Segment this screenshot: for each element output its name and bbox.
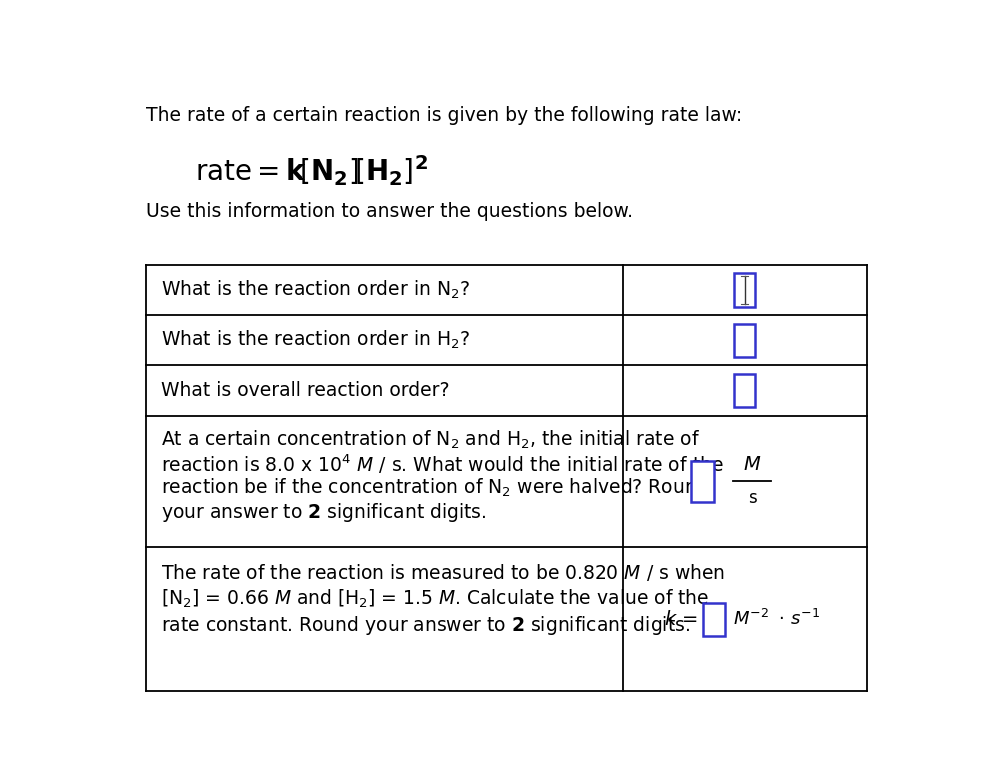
Text: $\it{M}$: $\it{M}$ [743, 455, 762, 474]
FancyBboxPatch shape [734, 374, 755, 407]
Text: Use this information to answer the questions below.: Use this information to answer the quest… [146, 202, 633, 221]
Text: rate constant. Round your answer to $\bf{2}$ significant digits.: rate constant. Round your answer to $\bf… [161, 614, 691, 636]
Text: reaction is 8.0 x 10$^4$ $M$ / s. What would the initial rate of the: reaction is 8.0 x 10$^4$ $M$ / s. What w… [161, 453, 724, 477]
Text: At a certain concentration of N$_2$ and H$_2$, the initial rate of: At a certain concentration of N$_2$ and … [161, 429, 700, 452]
Text: $\mathsf{rate} \mathsf{=} \mathbf{k}\!\left[\mathbf{N_2}\right]\!\left[\mathbf{H: $\mathsf{rate} \mathsf{=} \mathbf{k}\!\l… [196, 154, 428, 188]
Text: What is overall reaction order?: What is overall reaction order? [161, 381, 450, 400]
FancyBboxPatch shape [734, 324, 755, 356]
Text: $k$ =: $k$ = [664, 610, 699, 629]
Text: The rate of a certain reaction is given by the following rate law:: The rate of a certain reaction is given … [146, 105, 742, 125]
Text: s: s [748, 489, 757, 507]
FancyBboxPatch shape [703, 603, 725, 636]
Text: What is the reaction order in H$_2$?: What is the reaction order in H$_2$? [161, 329, 470, 352]
FancyBboxPatch shape [691, 461, 714, 502]
Text: What is the reaction order in N$_2$?: What is the reaction order in N$_2$? [161, 278, 470, 301]
FancyBboxPatch shape [734, 272, 755, 307]
Text: reaction be if the concentration of N$_2$ were halved? Round: reaction be if the concentration of N$_2… [161, 477, 708, 499]
Text: $\it{M}^{-2}\ \cdot\,\it{s}^{-1}$: $\it{M}^{-2}\ \cdot\,\it{s}^{-1}$ [733, 609, 820, 629]
Text: The rate of the reaction is measured to be 0.820 $M$ / s when: The rate of the reaction is measured to … [161, 562, 725, 583]
Text: [N$_2$] = 0.66 $M$ and [H$_2$] = 1.5 $M$. Calculate the value of the: [N$_2$] = 0.66 $M$ and [H$_2$] = 1.5 $M$… [161, 588, 709, 610]
Text: your answer to $\bf{2}$ significant digits.: your answer to $\bf{2}$ significant digi… [161, 501, 487, 524]
